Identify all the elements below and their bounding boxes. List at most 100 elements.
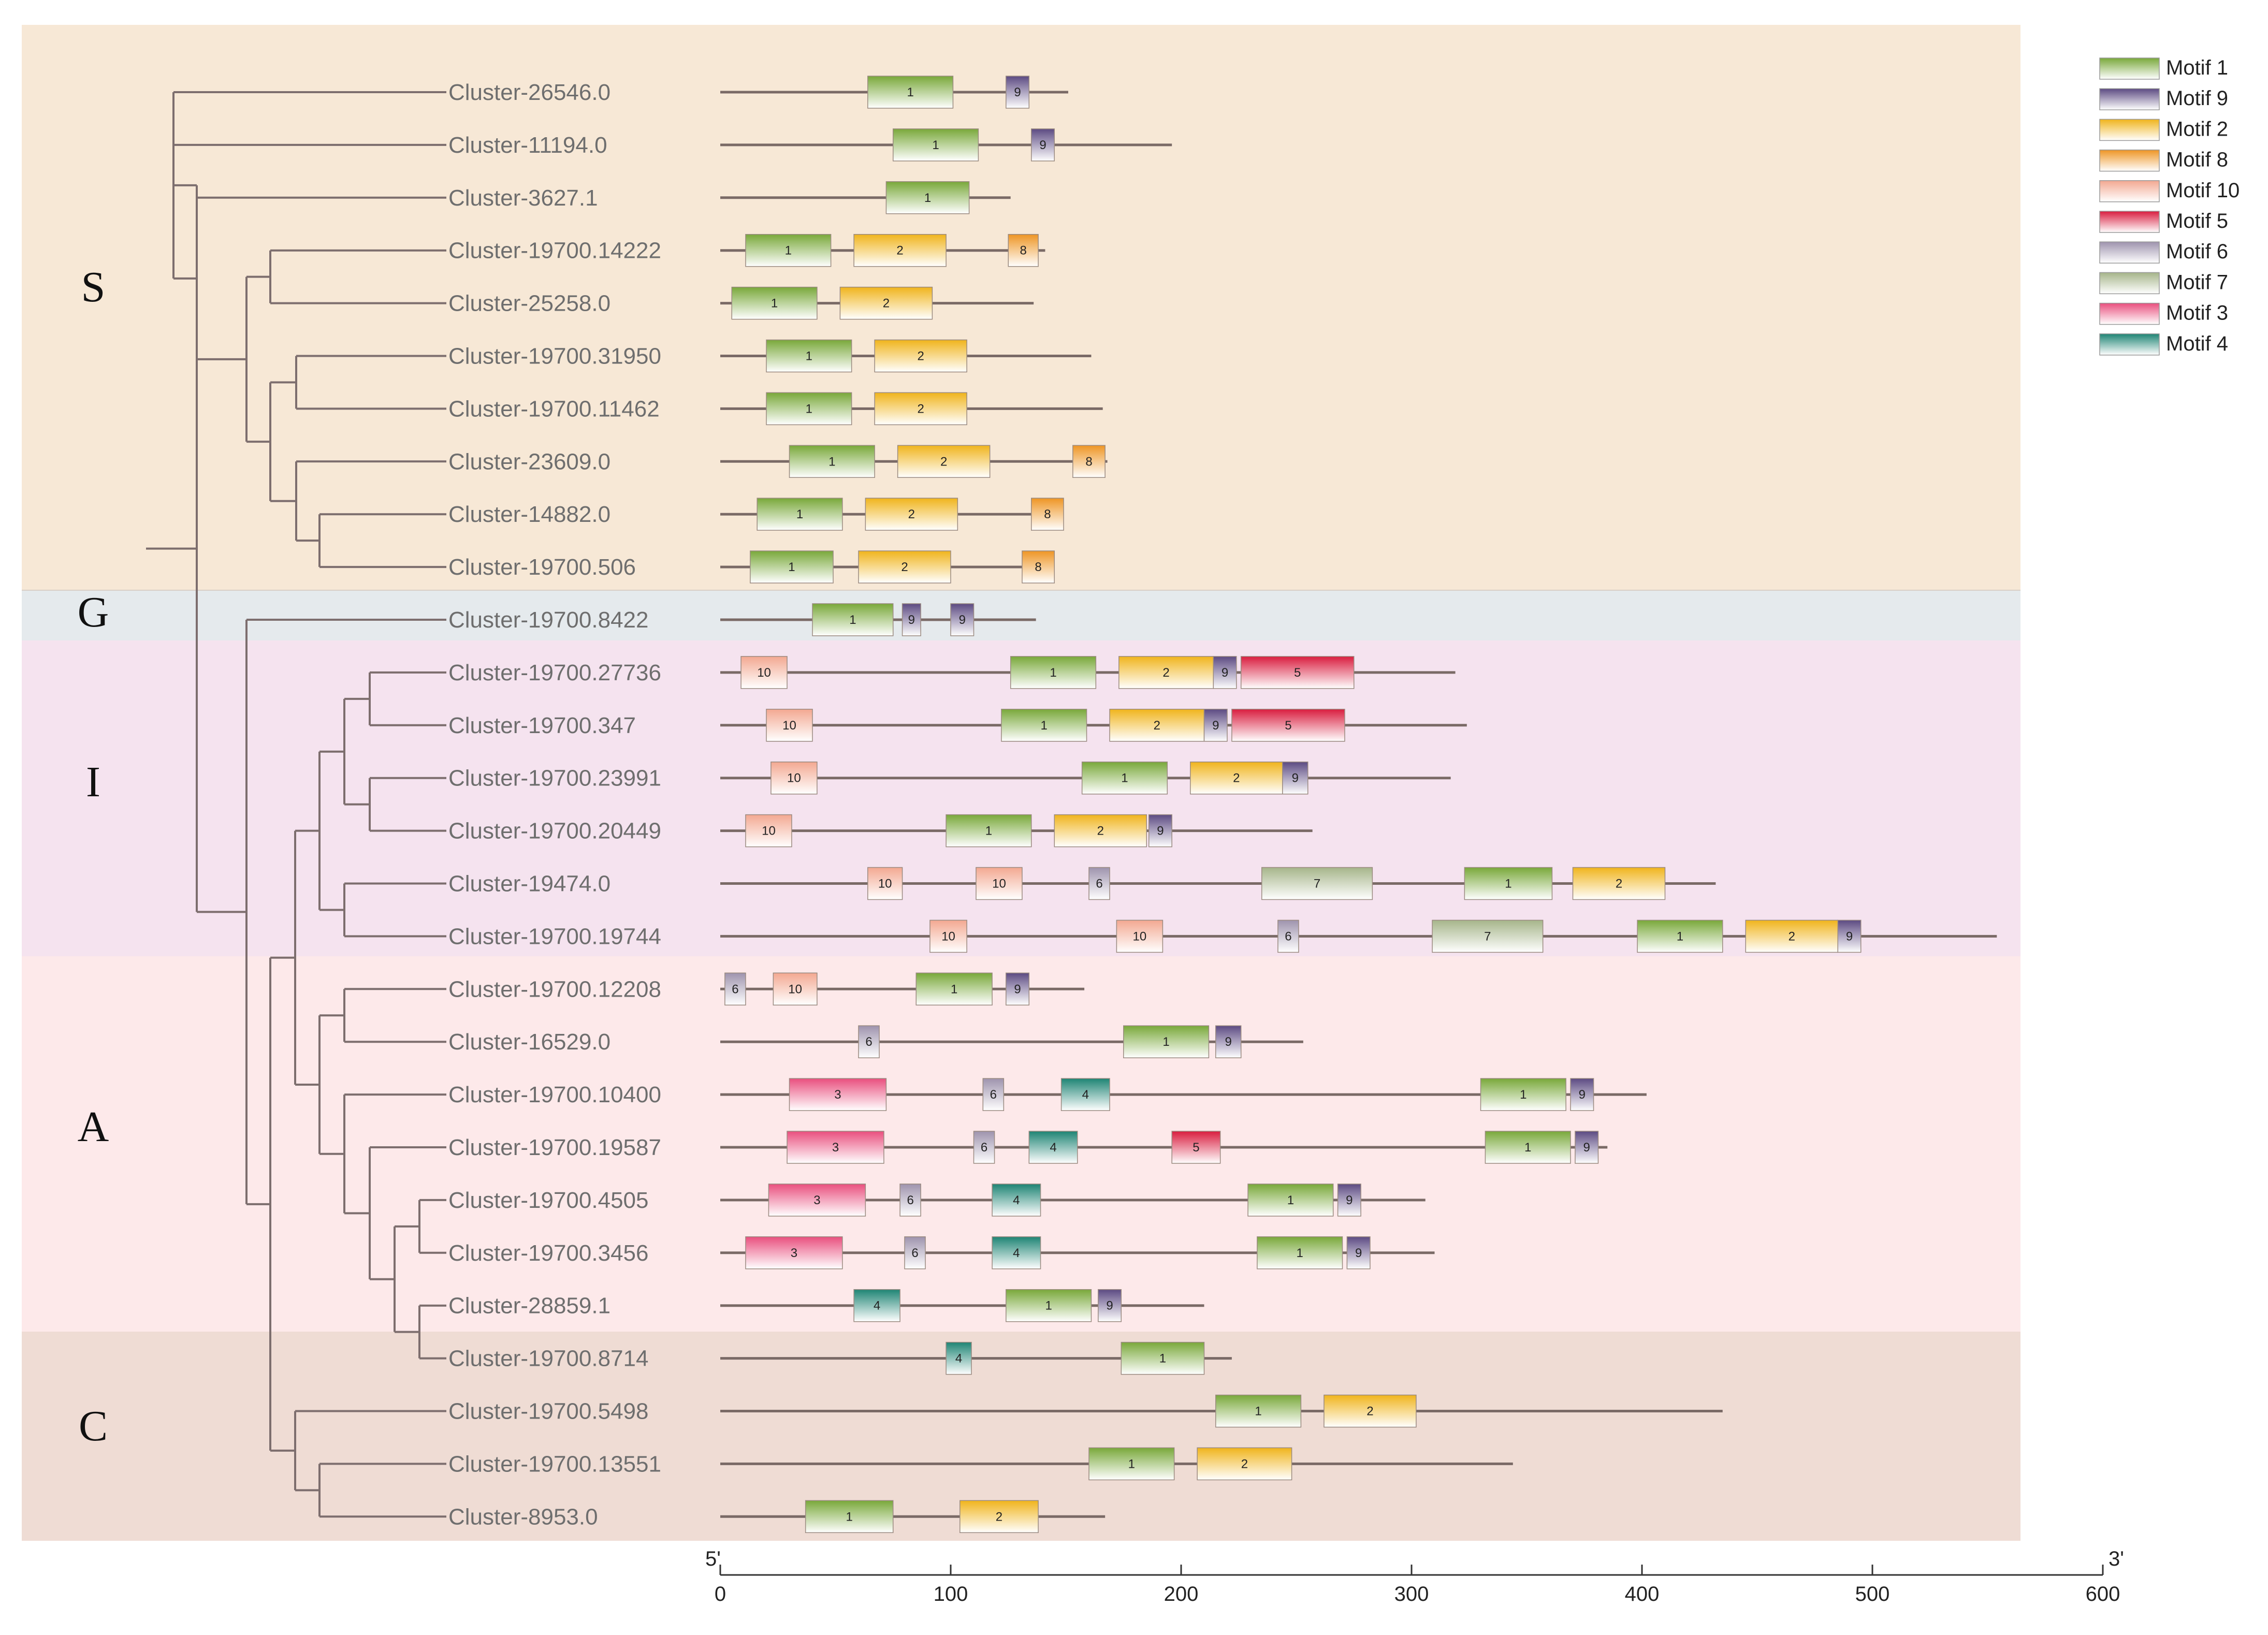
motif-number: 5 [1294, 666, 1301, 680]
axis-tick-label: 600 [2086, 1583, 2120, 1605]
legend-swatch [2099, 241, 2160, 264]
motif-number: 2 [1241, 1457, 1248, 1471]
motif-number: 9 [1292, 771, 1299, 785]
motif-1-box [731, 286, 818, 320]
legend-swatch [2099, 302, 2160, 325]
gene-label: Cluster-19700.8714 [448, 1346, 648, 1371]
motif-9-box [1337, 1184, 1361, 1217]
motif-9-box [1203, 709, 1228, 742]
motif-number: 1 [924, 191, 931, 205]
motif-number: 9 [1846, 929, 1853, 943]
motif-number: 2 [883, 297, 890, 311]
motif-1-box [766, 392, 852, 426]
legend-label: Motif 10 [2166, 179, 2240, 202]
motif-number: 4 [1050, 1141, 1056, 1155]
gene-structure: 3 6 4 1 9 [720, 1078, 1647, 1111]
axis-start-label: 5' [705, 1548, 721, 1570]
motif-2-box [1190, 761, 1283, 795]
motif-1-box [1088, 1447, 1175, 1481]
motif-number: 4 [1082, 1088, 1089, 1102]
clade-label-s: S [81, 263, 106, 311]
motif-number: 9 [1014, 982, 1021, 996]
motif-number: 1 [771, 297, 778, 311]
clade-label-g: G [78, 588, 109, 636]
axis-end-label: 3' [2109, 1548, 2124, 1570]
gene-label: Cluster-19700.19587 [448, 1135, 661, 1160]
motif-1-box [1215, 1394, 1302, 1428]
gene-label: Cluster-19700.5498 [448, 1399, 648, 1424]
motif-2-box [865, 498, 958, 531]
motif-2-box [1324, 1394, 1417, 1428]
motif-number: 1 [796, 507, 803, 521]
motif-5-box [1231, 709, 1345, 742]
motif-number: 10 [788, 982, 802, 996]
motif-number: 2 [1789, 929, 1795, 943]
gene-label: Cluster-26546.0 [448, 80, 610, 105]
motif-number: 9 [1579, 1088, 1586, 1102]
gene-label: Cluster-11194.0 [448, 133, 607, 158]
clade-label-i: I [86, 758, 100, 806]
motif-number: 3 [834, 1088, 841, 1102]
gene-structure: 3 6 4 5 1 9 [720, 1131, 1608, 1164]
legend-label: Motif 7 [2166, 271, 2228, 294]
motif-1-box [1081, 761, 1168, 795]
motif-8-box [1022, 550, 1055, 583]
motif-number: 1 [828, 455, 835, 469]
motif-number: 1 [1524, 1141, 1531, 1155]
gene-structure: 10 1 2 9 [720, 761, 1451, 795]
gene-label: Cluster-8953.0 [448, 1504, 598, 1529]
motif-number: 9 [908, 613, 915, 627]
motif-number: 1 [1505, 877, 1511, 891]
motif-1-box [805, 1500, 894, 1534]
motif-1-box [745, 233, 832, 267]
motif-number: 1 [806, 349, 812, 363]
motif-number: 3 [791, 1246, 797, 1260]
motif-6-box [724, 972, 746, 1006]
motif-number: 1 [1128, 1457, 1135, 1471]
motif-1-box [893, 128, 979, 162]
gene-label: Cluster-19700.13551 [448, 1451, 661, 1477]
gene-label: Cluster-19700.12208 [448, 976, 661, 1002]
motif-4-box [853, 1289, 900, 1322]
gene-structure: 10 10 6 7 1 2 [720, 867, 1716, 900]
motif-number: 8 [1044, 507, 1051, 521]
gene-label: Cluster-19700.27736 [448, 660, 661, 685]
motif-number: 9 [959, 613, 966, 627]
motif-6-box [1088, 867, 1110, 900]
motif-legend: Motif 1 Motif 9 Motif 2 Motif 8 Motif 10 Moti… [2099, 56, 2240, 356]
motif-1-box [1010, 656, 1097, 689]
motif-6-box [973, 1131, 995, 1164]
motif-number: 1 [785, 244, 792, 258]
motif-number: 10 [757, 666, 771, 680]
clade-band-s [22, 25, 2020, 590]
motif-number: 1 [985, 824, 992, 838]
motif-number: 1 [1296, 1246, 1303, 1260]
motif-number: 10 [878, 877, 892, 891]
motif-number: 9 [1222, 666, 1228, 680]
motif-9-box [1006, 972, 1030, 1006]
motif-number: 6 [911, 1246, 918, 1260]
gene-label: Cluster-19700.20449 [448, 819, 661, 844]
gene-label: Cluster-19700.10400 [448, 1082, 661, 1107]
motif-number: 2 [917, 402, 924, 416]
gene-structures: 1 91 911 2 81 21 21 21 2 81 2 81 2 81 9 910 1 2 9 510 1 2 9 510… [720, 76, 1997, 1534]
motif-1-box [915, 972, 993, 1006]
motif-10-box [745, 814, 792, 848]
gene-structure: 1 2 8 [720, 498, 1064, 531]
motif-number: 3 [813, 1193, 820, 1207]
gene-label: Cluster-3627.1 [448, 185, 598, 211]
legend-label: Motif 9 [2166, 87, 2228, 110]
motif-number: 1 [1287, 1193, 1294, 1207]
phylogenetic-tree [146, 91, 446, 1518]
leaf-labels: Cluster-26546.0 Cluster-11194.0 Cluster-36… [448, 80, 661, 1529]
motif-2-box [1054, 814, 1147, 848]
motif-9-box [950, 603, 975, 636]
motif-2-box [874, 392, 967, 426]
axis-tick-label: 200 [1164, 1583, 1199, 1605]
motif-7-box [1432, 919, 1544, 953]
